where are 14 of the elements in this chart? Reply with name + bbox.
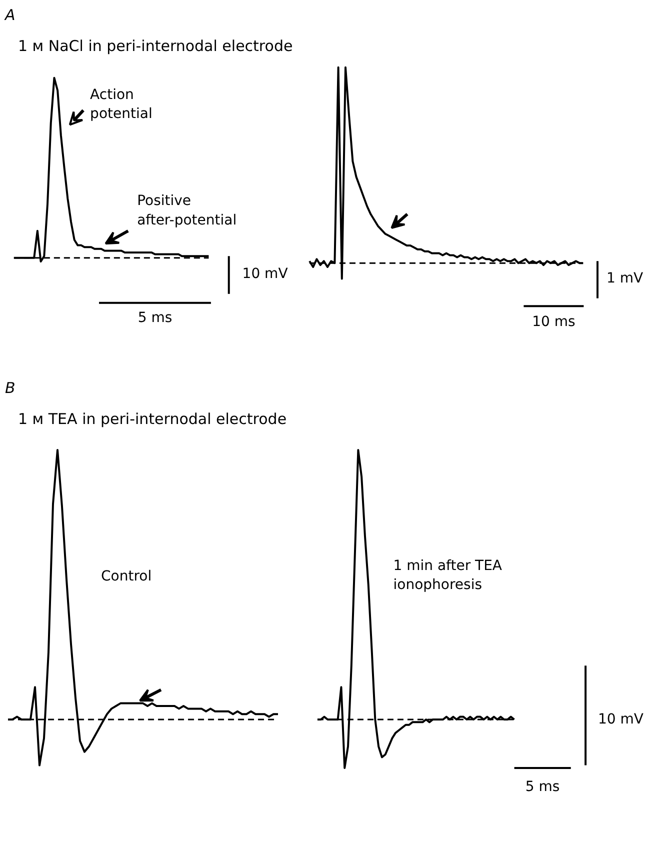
text: 10 mV xyxy=(598,711,644,728)
annotation: Positive after-potential xyxy=(137,192,237,228)
text: A xyxy=(5,6,16,24)
text: 10 mV xyxy=(242,266,288,282)
chart-title: 1 ᴍ NaCl in peri-internodal electrode xyxy=(18,36,293,58)
text: B xyxy=(5,378,16,397)
annotation: Control xyxy=(101,568,152,584)
text: 10 ms xyxy=(532,314,576,330)
chart-title: 1 ᴍ TEA in peri-internodal electrode xyxy=(18,409,287,430)
text: 5 ms xyxy=(138,310,172,326)
text: 1 mV xyxy=(606,270,644,287)
text: 5 ms xyxy=(525,778,560,794)
annotation: Action potential xyxy=(90,86,152,122)
annotation: 1 min after TEA ionophoresis xyxy=(393,557,502,593)
